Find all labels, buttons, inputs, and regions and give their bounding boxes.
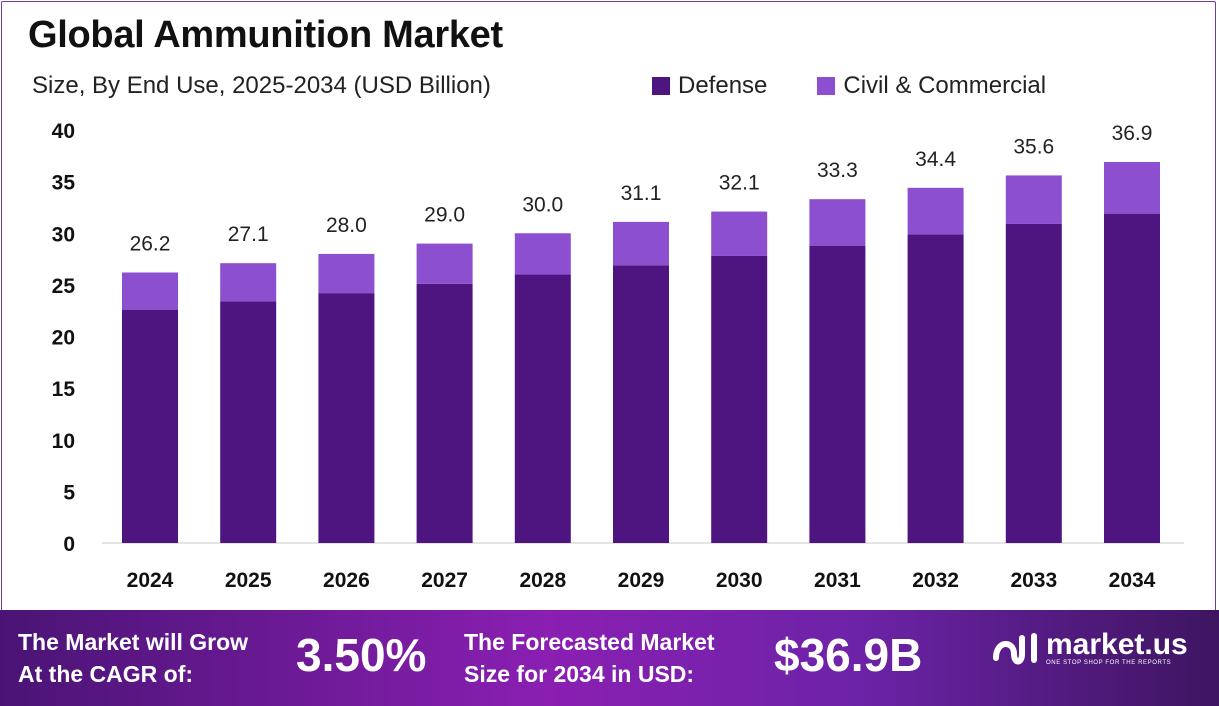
x-tick-label: 2032 bbox=[912, 569, 959, 592]
cagr-value: 3.50% bbox=[296, 629, 427, 681]
x-tick-label: 2028 bbox=[519, 569, 566, 592]
bar-total-label: 28.0 bbox=[326, 214, 367, 237]
y-tick-label: 15 bbox=[52, 378, 76, 401]
y-tick-label: 10 bbox=[52, 430, 75, 453]
bar-defense bbox=[220, 301, 277, 543]
x-tick-label: 2024 bbox=[127, 569, 174, 592]
forecast-label: The Forecasted Market Size for 2034 in U… bbox=[464, 626, 715, 690]
bar-total-label: 32.1 bbox=[719, 172, 760, 195]
legend-label-civil: Civil & Commercial bbox=[843, 72, 1047, 99]
chart-subtitle: Size, By End Use, 2025-2034 (USD Billion… bbox=[32, 72, 491, 99]
x-tick-label: 2029 bbox=[618, 569, 665, 592]
cagr-label-line2: At the CAGR of: bbox=[18, 661, 194, 687]
cagr-label-line1: The Market will Grow bbox=[18, 629, 249, 655]
x-tick-label: 2026 bbox=[323, 569, 370, 592]
brand-name: market.us bbox=[1046, 628, 1188, 661]
bar-total-label: 36.9 bbox=[1112, 122, 1153, 145]
bar-civil-commercial bbox=[416, 243, 473, 284]
bar-civil-commercial bbox=[122, 272, 178, 310]
bar-defense bbox=[907, 234, 964, 543]
x-axis: 2024 2025 2026 2027 2028 2029 2030 2031 2032 2033… bbox=[127, 569, 1156, 592]
y-axis: 0 5 10 15 20 25 30 35 40 bbox=[52, 120, 76, 556]
bar-defense bbox=[122, 309, 178, 543]
bar-civil-commercial bbox=[613, 221, 669, 266]
y-tick-label: 20 bbox=[52, 327, 75, 350]
x-tick-label: 2034 bbox=[1109, 569, 1156, 592]
bar-total-label: 33.3 bbox=[817, 159, 858, 182]
bar-total-label: 35.6 bbox=[1013, 135, 1054, 158]
legend-swatch-defense bbox=[652, 77, 670, 95]
legend: Defense Civil & Commercial bbox=[652, 72, 1096, 100]
legend-swatch-civil bbox=[817, 77, 836, 95]
footer-banner: The Market will Grow At the CAGR of: 3.5… bbox=[0, 610, 1219, 706]
x-tick-label: 2030 bbox=[716, 569, 763, 592]
bar-civil-commercial bbox=[711, 211, 768, 256]
bar-defense bbox=[514, 274, 571, 543]
bar-civil-commercial bbox=[1005, 175, 1062, 224]
bar-civil-commercial bbox=[220, 263, 277, 302]
bar-total-label: 26.2 bbox=[130, 232, 171, 255]
cagr-label: The Market will Grow At the CAGR of: bbox=[18, 626, 248, 690]
bar-civil-commercial bbox=[318, 253, 375, 294]
bar-total-label: 34.4 bbox=[915, 148, 956, 171]
y-tick-label: 5 bbox=[63, 481, 75, 504]
bar-total-label: 29.0 bbox=[424, 204, 465, 227]
y-tick-label: 35 bbox=[52, 172, 76, 195]
bar-total-label: 27.1 bbox=[228, 223, 269, 246]
bar-civil-commercial bbox=[907, 187, 964, 235]
bar-defense bbox=[318, 293, 375, 543]
forecast-label-line2: Size for 2034 in USD: bbox=[464, 661, 695, 687]
bar-defense bbox=[613, 265, 669, 543]
x-tick-label: 2033 bbox=[1010, 569, 1057, 592]
bar-defense bbox=[1104, 213, 1160, 543]
chart-title: Global Ammunition Market bbox=[28, 14, 503, 56]
forecast-label-line1: The Forecasted Market bbox=[464, 629, 715, 655]
market-us-logo-icon bbox=[993, 633, 1037, 665]
bar-total-label: 31.1 bbox=[621, 182, 662, 205]
legend-item-civil: Civil & Commercial bbox=[817, 72, 1046, 100]
legend-item-defense: Defense bbox=[652, 72, 767, 100]
bar-defense bbox=[1005, 223, 1062, 543]
bar-civil-commercial bbox=[514, 233, 571, 275]
bar-defense bbox=[809, 245, 866, 543]
brand-tagline: ONE STOP SHOP FOR THE REPORTS bbox=[1046, 660, 1172, 666]
x-tick-label: 2027 bbox=[421, 569, 468, 592]
legend-label-defense: Defense bbox=[678, 72, 768, 99]
y-tick-label: 0 bbox=[63, 533, 75, 556]
bar-defense bbox=[416, 283, 473, 543]
forecast-value: $36.9B bbox=[774, 629, 923, 681]
y-tick-label: 30 bbox=[52, 223, 75, 246]
bar-total-label: 30.0 bbox=[522, 193, 563, 216]
y-tick-label: 25 bbox=[52, 275, 76, 298]
bars: 26.2 27.1 28.0 29.0 30.0 31.1 32.1 33.3 34.4 35.6… bbox=[122, 122, 1160, 543]
bar-defense bbox=[711, 255, 768, 543]
brand-logo: market.us ONE STOP SHOP FOR THE REPORTS bbox=[992, 628, 1188, 668]
y-tick-label: 40 bbox=[52, 120, 75, 143]
brand-text: market.us ONE STOP SHOP FOR THE REPORTS bbox=[1046, 628, 1188, 667]
bar-civil-commercial bbox=[1104, 162, 1160, 214]
x-tick-label: 2031 bbox=[814, 569, 861, 592]
x-tick-label: 2025 bbox=[225, 569, 272, 592]
bar-civil-commercial bbox=[809, 199, 866, 246]
